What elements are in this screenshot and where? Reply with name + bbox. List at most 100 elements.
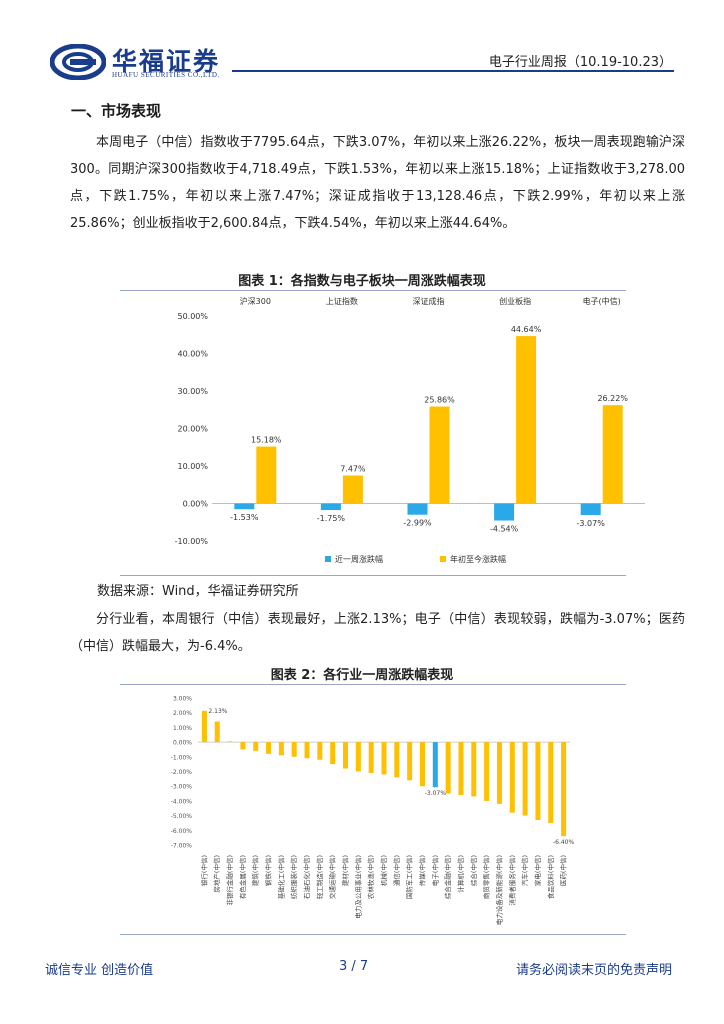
category-label: 上证指数 [326, 296, 358, 306]
section-title: 一、市场表现 [71, 102, 162, 120]
data-label: -1.53% [230, 513, 259, 522]
category-label: 商贸零售(中信) [482, 855, 491, 899]
category-label: 消费者服务(中信) [507, 855, 516, 906]
bar-industry [368, 742, 374, 773]
data-label: -3.07% [577, 519, 606, 528]
bar-industry [227, 741, 233, 743]
bar-industry [343, 742, 349, 769]
y-tick-label: -4.00% [171, 798, 193, 805]
category-label: 农林牧渔(中信) [366, 855, 375, 899]
bar-industry [253, 742, 259, 751]
category-label: 基础化工(中信) [276, 855, 285, 899]
y-tick-label: 50.00% [177, 312, 208, 321]
y-tick-label: 2.00% [173, 710, 192, 717]
category-label: 石油石化(中信) [302, 855, 311, 899]
y-tick-label: 40.00% [177, 350, 208, 359]
figure2-title: 图表 2：各行业一周涨跌幅表现 [270, 668, 454, 683]
bar-weekly [494, 503, 515, 521]
bar-industry [496, 742, 502, 804]
bar-industry [561, 742, 567, 837]
category-label: 电力及公用事业(中信) [353, 855, 362, 919]
data-label: 25.86% [424, 396, 455, 405]
category-label: 食品饮料(中信) [546, 855, 555, 899]
bar-industry [445, 742, 451, 794]
data-source: 数据来源：Wind，华福证券研究所 [97, 584, 299, 599]
bar-industry [458, 742, 464, 796]
figure2-bottom-rule [120, 934, 626, 935]
bar-industry [214, 721, 220, 743]
paragraph-market: 本周电子（中信）指数收于7795.64点，下跌3.07%，年初以来上涨26.22… [70, 129, 685, 237]
bar-weekly [234, 503, 255, 510]
data-label: -2.99% [403, 519, 432, 528]
paragraph-industry: 分行业看，本周银行（中信）表现最好，上涨2.13%；电子（中信）表现较弱，跌幅为… [70, 606, 685, 660]
company-name-en: HUAFU SECURITIES CO.,LTD. [112, 71, 220, 79]
category-label: 电力设备及新能源(中信) [494, 855, 503, 925]
bar-industry [535, 742, 541, 821]
data-label: 44.64% [511, 325, 542, 334]
category-label: 有色金属(中信) [238, 855, 247, 899]
category-label: 非银行金融(中信) [225, 855, 234, 906]
y-tick-label: -2.00% [171, 769, 193, 776]
company-name-cn: 华福证券 [112, 47, 221, 76]
bar-industry [471, 742, 477, 797]
figure1-top-rule [120, 290, 626, 291]
page-number: 3 / 7 [339, 959, 369, 974]
figure2-top-rule [120, 684, 626, 685]
bar-industry [432, 742, 438, 788]
data-label: 26.22% [597, 394, 628, 403]
y-tick-label: -7.00% [171, 843, 193, 850]
figure1-title: 图表 1：各指数与电子板块一周涨跌幅表现 [238, 274, 486, 289]
paragraph-industry-text: 分行业看，本周银行（中信）表现最好，上涨2.13%；电子（中信）表现较弱，跌幅为… [70, 612, 685, 654]
bar-ytd [602, 405, 623, 504]
y-tick-label: 0.00% [173, 740, 192, 747]
category-label: 电子(中信) [583, 296, 621, 306]
category-label: 计算机(中信) [456, 855, 465, 893]
bar-ytd [342, 475, 363, 504]
category-label: 创业板指 [499, 296, 531, 306]
bar-industry [291, 742, 297, 757]
bar-industry [355, 742, 361, 772]
category-label: 国防军工(中信) [405, 855, 414, 899]
bar-industry [317, 742, 323, 760]
bar-ytd [429, 406, 450, 504]
category-label: 建筑(中信) [251, 855, 260, 886]
category-label: 沪深300 [240, 296, 271, 306]
category-label: 机械(中信) [379, 855, 388, 886]
y-tick-label: 1.00% [173, 725, 192, 732]
y-tick-label: 0.00% [183, 500, 209, 509]
category-label: 深证成指 [413, 296, 445, 306]
category-label: 传媒(中信) [417, 855, 426, 886]
bar-industry [201, 710, 207, 743]
category-label: 通信(中信) [392, 855, 401, 886]
y-tick-label: -10.00% [175, 537, 209, 546]
figure1-bottom-rule [120, 575, 626, 576]
category-label: 家电(中信) [533, 855, 542, 886]
data-label-min: -6.40% [553, 839, 575, 846]
bar-industry [266, 742, 272, 754]
category-label: 轻工制造(中信) [315, 855, 324, 899]
bar-industry [304, 742, 310, 759]
bar-ytd [256, 446, 277, 504]
footer-slogan: 诚信专业 创造价值 [45, 963, 154, 978]
header-divider [232, 70, 674, 72]
y-tick-label: -6.00% [171, 828, 193, 835]
footer-disclaimer: 请务必阅读末页的免责声明 [515, 963, 672, 978]
y-tick-label: 3.00% [173, 696, 192, 703]
bar-industry [484, 742, 490, 801]
paragraph-market-text: 本周电子（中信）指数收于7795.64点，下跌3.07%，年初以来上涨26.22… [70, 135, 685, 231]
y-tick-label: 20.00% [177, 425, 208, 434]
data-label: 7.47% [340, 464, 366, 473]
bar-industry [509, 742, 515, 813]
legend-swatch [325, 556, 331, 562]
category-label: 医药(中信) [559, 855, 568, 886]
data-label-max: 2.13% [208, 708, 227, 715]
category-label: 电子(中信) [430, 855, 439, 886]
legend-label: 年初至今涨跌幅 [450, 554, 506, 564]
bar-industry [278, 742, 284, 756]
bar-weekly [407, 503, 428, 515]
bar-weekly [580, 503, 601, 516]
y-tick-label: -1.00% [171, 754, 193, 761]
category-label: 建材(中信) [341, 855, 350, 886]
y-tick-label: 30.00% [177, 387, 208, 396]
bar-ytd [516, 336, 537, 504]
